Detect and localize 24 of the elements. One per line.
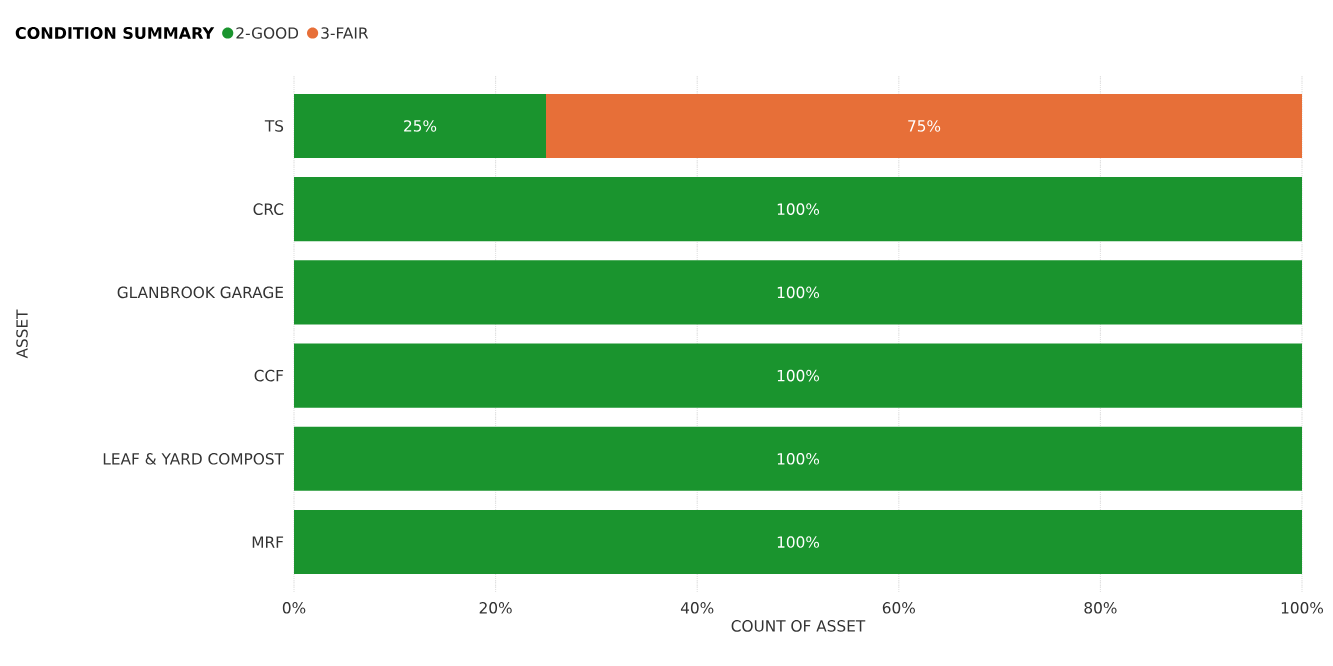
data-label: 100% — [777, 536, 820, 548]
y-tick-label: CRC — [253, 203, 284, 215]
text: CONDITION SUMMARY — [15, 26, 215, 40]
data-label: 100% — [777, 286, 820, 299]
y-tick-label: CCF — [254, 369, 284, 382]
y-tick-label: TS — [264, 120, 284, 132]
y-tick-label: LEAF & YARD COMPOST — [103, 453, 285, 465]
x-tick-label: 60% — [882, 602, 915, 614]
data-label: 25% — [404, 120, 437, 132]
x-tick-label: 40% — [680, 602, 714, 614]
x-axis-title: COUNT OF ASSET — [731, 620, 866, 632]
legend-label: 2-GOOD — [236, 27, 299, 39]
y-tick-label: MRF — [252, 536, 284, 548]
y-axis-title: ASSET — [16, 309, 28, 359]
x-tick-label: 0% — [282, 602, 306, 614]
x-tick-label: 20% — [479, 602, 512, 614]
x-tick-label: 100% — [1281, 602, 1324, 614]
data-label: 75% — [908, 120, 941, 132]
data-label: 100% — [777, 453, 820, 465]
y-tick-label: GLANBROOK GARAGE — [117, 286, 283, 299]
legend-label: 3-FAIR — [321, 27, 369, 39]
data-label: 100% — [777, 203, 820, 215]
x-tick-label: 80% — [1084, 602, 1117, 614]
data-label: 100% — [777, 369, 820, 382]
